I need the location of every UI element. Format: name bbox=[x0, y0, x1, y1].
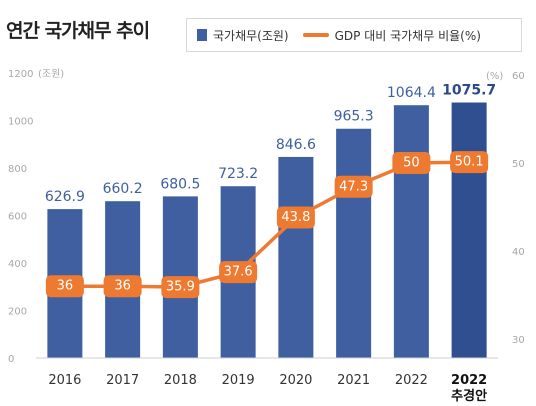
bar bbox=[393, 105, 429, 358]
y-right-tick-label: 30 bbox=[512, 335, 525, 346]
bar bbox=[278, 156, 314, 358]
bar-value-label: 1064.4 bbox=[387, 85, 436, 101]
line-point-marker bbox=[450, 151, 489, 174]
bar-value-label: 1075.7 bbox=[442, 83, 496, 99]
x-category-label: 2022 bbox=[395, 373, 428, 388]
line-point-label: 35.9 bbox=[166, 280, 195, 295]
legend-line-swatch bbox=[302, 33, 329, 37]
line-point-marker bbox=[276, 206, 315, 229]
line-point-label: 37.6 bbox=[224, 265, 253, 280]
legend-item-line: GDP 대비 국가채무 비율(%) bbox=[302, 27, 481, 44]
line-point-label: 36 bbox=[114, 279, 131, 294]
x-category-label: 2018 bbox=[164, 373, 197, 388]
bar-value-label: 846.6 bbox=[276, 137, 316, 153]
line-point-marker bbox=[45, 275, 84, 298]
y-left-unit: (조원) bbox=[38, 68, 64, 80]
x-category-label: 2019 bbox=[222, 373, 255, 388]
legend-bar-label: 국가채무(조원) bbox=[213, 28, 289, 43]
line-point-label: 36 bbox=[57, 279, 74, 294]
chart-legend: 국가채무(조원) GDP 대비 국가채무 비율(%) bbox=[186, 18, 522, 52]
x-category-sublabel: 추경안 bbox=[451, 388, 487, 404]
line-point-label: 43.8 bbox=[281, 210, 310, 225]
x-category-label: 2021 bbox=[337, 373, 370, 388]
line-point-marker bbox=[219, 261, 258, 284]
bar bbox=[451, 102, 487, 359]
y-left-tick-label: 1000 bbox=[8, 117, 33, 128]
y-right-tick-label: 50 bbox=[512, 159, 525, 170]
line-point-label: 50.1 bbox=[455, 155, 484, 170]
y-left-tick-label: 800 bbox=[8, 164, 27, 175]
x-category-label: 2016 bbox=[48, 373, 81, 388]
y-left-tick-label: 0 bbox=[8, 354, 14, 365]
line-point-marker bbox=[392, 152, 431, 174]
y-right-tick-label: 40 bbox=[512, 247, 525, 258]
y-left-tick-label: 1200 bbox=[8, 69, 33, 80]
legend-item-bar: 국가채무(조원) bbox=[197, 27, 289, 44]
y-left-tick-label: 600 bbox=[8, 212, 27, 223]
x-category-label: 2017 bbox=[106, 373, 139, 388]
line-point-marker bbox=[334, 175, 373, 198]
line-point-label: 50 bbox=[403, 156, 420, 171]
x-category-label: 2022 bbox=[451, 373, 487, 388]
line-point-marker bbox=[161, 276, 200, 299]
y-right-tick-label: 60 bbox=[512, 71, 525, 82]
x-category-label: 2020 bbox=[279, 373, 312, 388]
chart-title: 연간 국가채무 추이 bbox=[6, 20, 150, 42]
line-point-label: 47.3 bbox=[339, 179, 368, 194]
y-left-tick-label: 200 bbox=[8, 307, 27, 318]
bar-value-label: 965.3 bbox=[334, 109, 374, 125]
bar bbox=[336, 128, 372, 358]
bar-value-label: 723.2 bbox=[218, 166, 258, 182]
bar-value-label: 660.2 bbox=[103, 181, 143, 197]
legend-line-label: GDP 대비 국가채무 비율(%) bbox=[334, 28, 481, 43]
line-point-marker bbox=[103, 275, 142, 298]
bar-value-label: 626.9 bbox=[45, 189, 85, 205]
y-right-unit: (%) bbox=[486, 71, 503, 82]
bar-value-label: 680.5 bbox=[160, 176, 200, 192]
y-left-tick-label: 400 bbox=[8, 259, 27, 270]
legend-bar-swatch bbox=[197, 29, 207, 41]
